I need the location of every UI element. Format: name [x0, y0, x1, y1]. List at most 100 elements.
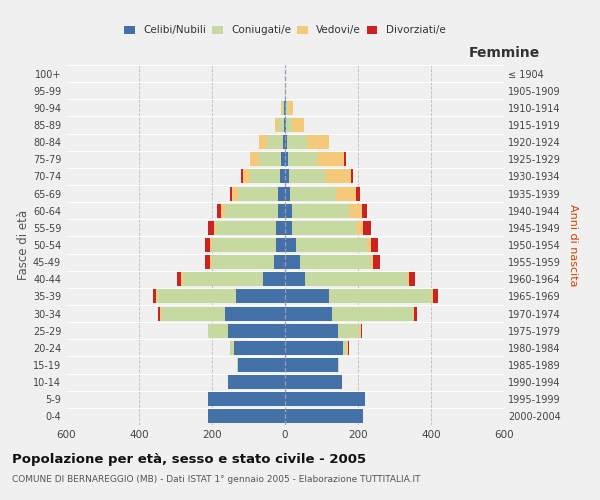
Bar	[348, 341, 349, 355]
Bar	[281, 101, 283, 115]
Bar	[371, 238, 378, 252]
Bar	[238, 358, 285, 372]
Bar	[230, 341, 234, 355]
Bar	[285, 341, 343, 355]
Bar	[183, 272, 263, 286]
Bar	[285, 238, 296, 252]
Bar	[276, 238, 285, 252]
Bar	[343, 341, 347, 355]
Bar	[287, 135, 307, 149]
Bar	[278, 118, 284, 132]
Bar	[274, 255, 285, 269]
Bar	[208, 410, 285, 424]
Bar	[326, 170, 352, 183]
Bar	[360, 324, 361, 338]
Bar	[289, 170, 326, 183]
Bar	[356, 221, 364, 235]
Legend: Celibi/Nubili, Coniugati/e, Vedovi/e, Divorziati/e: Celibi/Nubili, Coniugati/e, Vedovi/e, Di…	[122, 24, 448, 38]
Bar	[276, 221, 285, 235]
Bar	[205, 255, 210, 269]
Bar	[250, 170, 280, 183]
Bar	[317, 152, 344, 166]
Bar	[285, 392, 365, 406]
Bar	[288, 152, 317, 166]
Bar	[259, 152, 281, 166]
Bar	[373, 255, 380, 269]
Bar	[285, 306, 332, 320]
Bar	[285, 358, 338, 372]
Bar	[292, 118, 304, 132]
Bar	[305, 272, 407, 286]
Bar	[238, 186, 278, 200]
Bar	[299, 255, 371, 269]
Bar	[409, 272, 415, 286]
Bar	[208, 324, 229, 338]
Bar	[371, 255, 373, 269]
Bar	[237, 358, 238, 372]
Bar	[356, 186, 360, 200]
Bar	[234, 341, 285, 355]
Bar	[413, 306, 414, 320]
Text: Popolazione per età, sesso e stato civile - 2005: Popolazione per età, sesso e stato civil…	[12, 452, 366, 466]
Bar	[215, 221, 276, 235]
Bar	[221, 204, 225, 218]
Bar	[285, 255, 299, 269]
Bar	[281, 152, 285, 166]
Bar	[278, 204, 285, 218]
Bar	[285, 186, 290, 200]
Bar	[205, 238, 210, 252]
Bar	[285, 410, 364, 424]
Bar	[158, 306, 160, 320]
Bar	[364, 221, 371, 235]
Bar	[285, 324, 338, 338]
Bar	[280, 170, 285, 183]
Bar	[336, 186, 356, 200]
Bar	[285, 84, 286, 98]
Bar	[227, 375, 229, 389]
Bar	[283, 101, 284, 115]
Bar	[259, 135, 267, 149]
Bar	[433, 290, 439, 304]
Bar	[329, 290, 431, 304]
Bar	[152, 290, 156, 304]
Bar	[225, 204, 278, 218]
Bar	[278, 186, 285, 200]
Bar	[263, 272, 285, 286]
Bar	[362, 204, 367, 218]
Bar	[241, 170, 243, 183]
Bar	[431, 290, 433, 304]
Bar	[210, 238, 212, 252]
Bar	[212, 238, 276, 252]
Bar	[361, 324, 362, 338]
Bar	[285, 204, 292, 218]
Bar	[229, 324, 285, 338]
Bar	[284, 101, 285, 115]
Bar	[332, 306, 413, 320]
Bar	[214, 221, 215, 235]
Bar	[285, 290, 329, 304]
Bar	[285, 221, 292, 235]
Bar	[161, 306, 225, 320]
Bar	[285, 375, 341, 389]
Bar	[347, 341, 348, 355]
Bar	[217, 204, 221, 218]
Bar	[181, 272, 183, 286]
Bar	[338, 324, 360, 338]
Bar	[285, 152, 288, 166]
Bar	[267, 135, 283, 149]
Bar	[290, 186, 336, 200]
Bar	[352, 170, 353, 183]
Bar	[157, 290, 236, 304]
Bar	[208, 221, 214, 235]
Bar	[275, 118, 278, 132]
Bar	[414, 306, 418, 320]
Bar	[178, 272, 181, 286]
Bar	[285, 170, 289, 183]
Bar	[349, 204, 362, 218]
Bar	[212, 255, 274, 269]
Bar	[287, 101, 293, 115]
Bar	[286, 101, 287, 115]
Bar	[285, 101, 286, 115]
Bar	[225, 306, 285, 320]
Text: Femmine: Femmine	[469, 46, 539, 60]
